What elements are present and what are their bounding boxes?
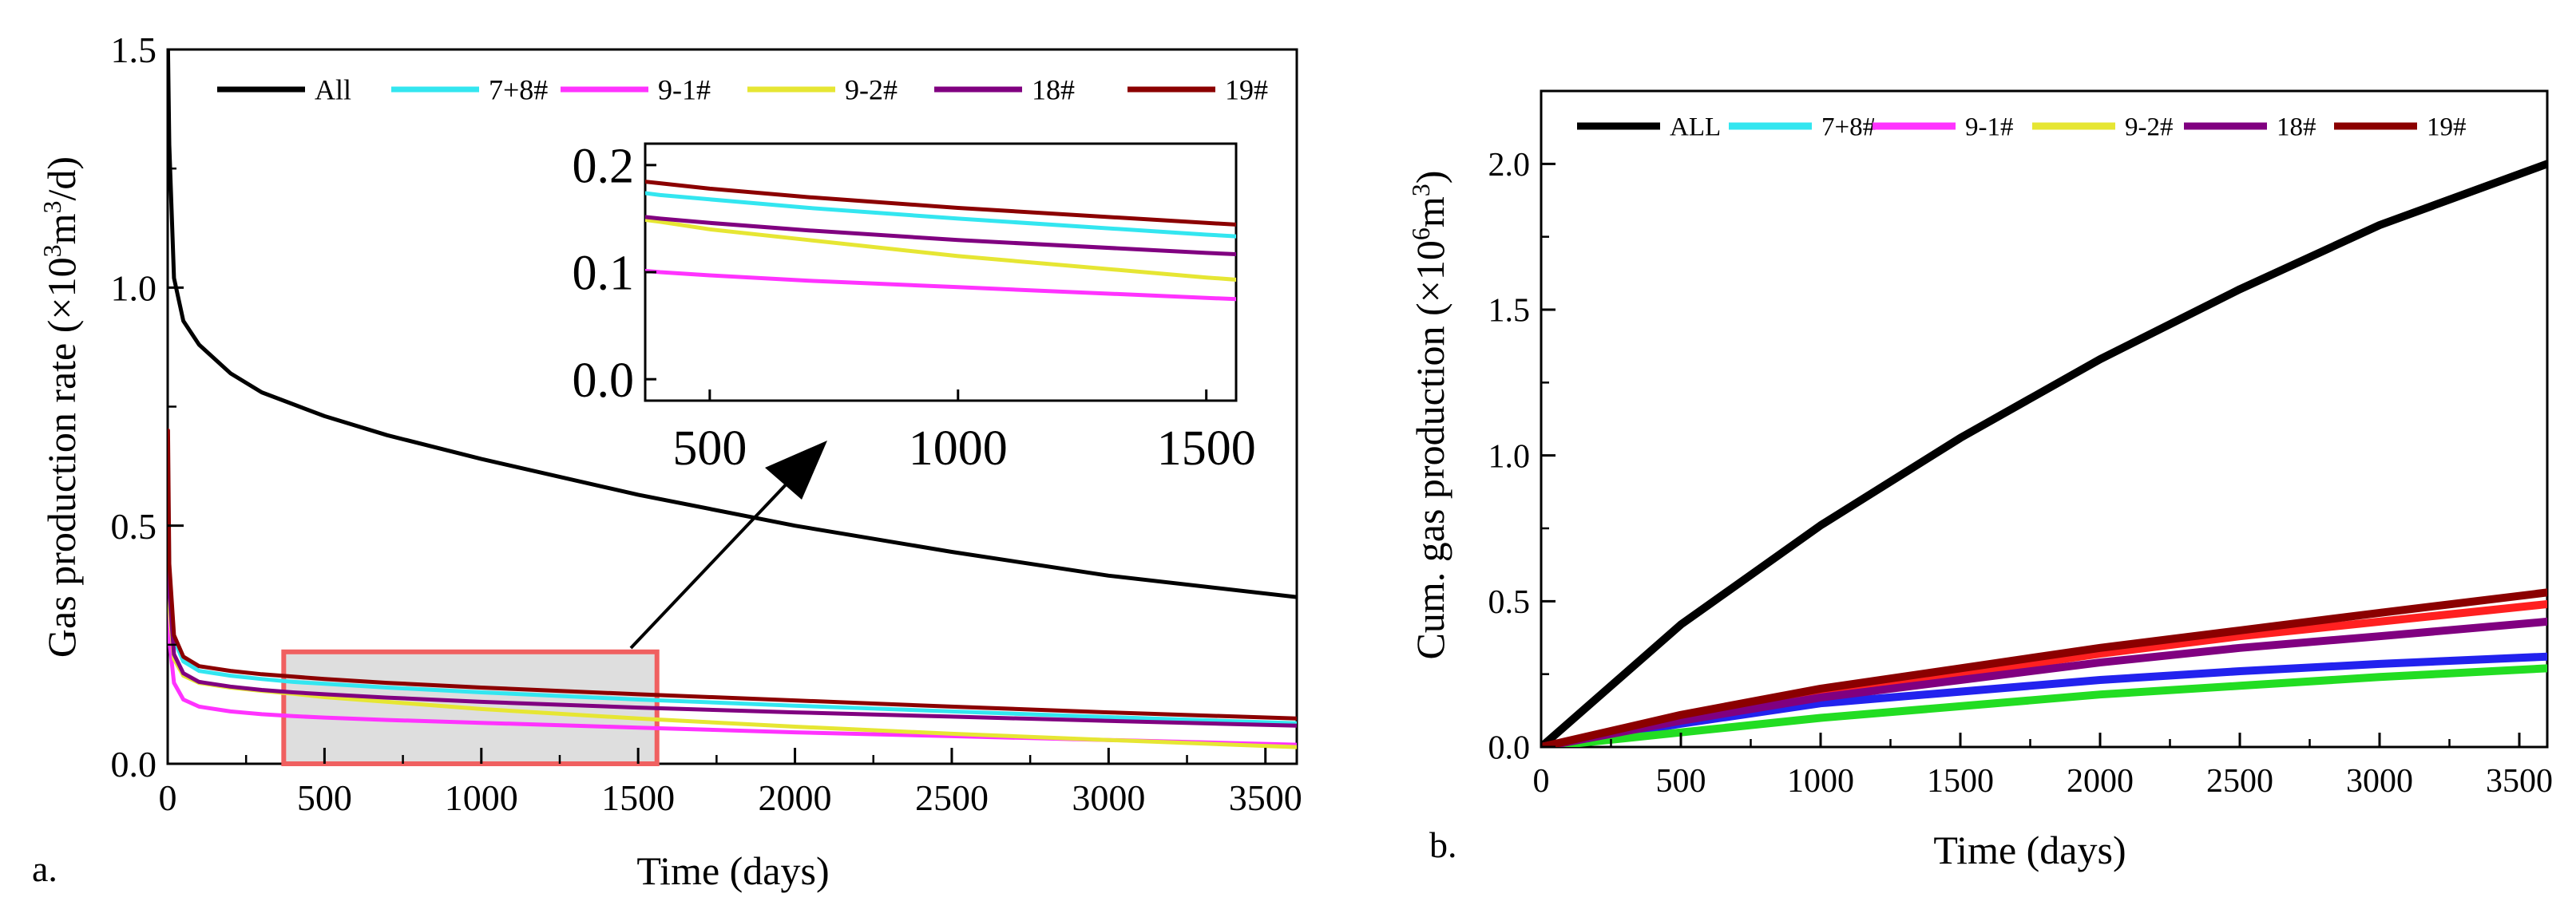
panel-a-series-18	[168, 476, 1297, 728]
panel-b-legend-label-19: 19#	[2427, 113, 2467, 142]
panel-b-series-18	[1541, 617, 2547, 747]
panel-a-series-9-1	[168, 571, 1297, 747]
panel-a-x-tick-label: 2000	[759, 777, 832, 818]
inset-x-tick-label: 500	[672, 421, 747, 476]
panel-a-legend-label-9-2: 9-2#	[845, 74, 898, 106]
inset-series-9-1	[645, 268, 1236, 302]
panel-b-x-ticks: 0 500 1000 1500 2000 2500 3000 3500	[1533, 733, 2553, 800]
panel-b-y-tick-label: 0.5	[1488, 584, 1531, 621]
panel-a-x-tick-label: 3000	[1072, 777, 1145, 818]
panel-a-series-lines	[168, 49, 1297, 749]
inset-y-tick-label: 0.2	[573, 140, 635, 194]
panel-a-legend-label-all: All	[315, 74, 351, 106]
panel-b-y-tick-label: 0.0	[1488, 730, 1531, 767]
panel-b-series-lines	[1541, 160, 2547, 747]
panel-b-legend-label-9-2: 9-2#	[2125, 113, 2174, 142]
panel-b-x-tick-label: 1500	[1927, 763, 1994, 800]
inset-x-ticks: 500 1000 1500	[672, 389, 1256, 476]
panel-b-x-tick-label: 1000	[1787, 763, 1854, 800]
panel-a-y-tick-label: 0.5	[111, 506, 157, 547]
inset-x-tick-label: 1000	[909, 421, 1008, 476]
panel-a-x-tick-label: 1500	[601, 777, 675, 818]
panel-a-y-axis-label: Gas production rate (×103m3/d)	[38, 156, 84, 658]
panel-a-x-tick-label: 3500	[1229, 777, 1302, 818]
panel-b-x-tick-label: 3500	[2486, 763, 2553, 800]
panel-a: 0 500 1000 1500 2000 2500 3000 3500 0.0 0.5 1.0 1.…	[32, 0, 2249, 893]
panel-a-inset: 500 1000 1500 0.0 0.1 0.2	[462, 0, 2249, 476]
panel-a-x-tick-label: 500	[297, 777, 352, 818]
panel-a-x-axis-label: Time (days)	[636, 848, 829, 893]
inset-x-tick-label: 1500	[1157, 421, 1256, 476]
inset-series-all	[462, 0, 2249, 5]
panel-a-y-ticks: 0.0 0.5 1.0 1.5	[111, 30, 184, 785]
panel-b-legend-label-18: 18#	[2277, 113, 2316, 142]
panel-b-series-all	[1541, 160, 2547, 747]
panel-a-legend-label-18: 18#	[1032, 74, 1075, 106]
panel-a-legend-label-9-1: 9-1#	[658, 74, 711, 106]
inset-series-18	[645, 215, 1236, 257]
panel-b-label: b.	[1429, 824, 1457, 865]
panel-b-y-tick-label: 1.5	[1488, 293, 1531, 330]
inset-y-tick-label: 0.1	[573, 247, 635, 301]
panel-b-x-axis-label: Time (days)	[1933, 828, 2126, 872]
panel-a-series-19	[168, 428, 1297, 721]
panel-b-y-tick-label: 2.0	[1488, 147, 1531, 184]
panel-b-legend-label-7-8: 7+8#	[1821, 113, 1876, 142]
panel-a-y-tick-label: 1.5	[111, 30, 157, 70]
panel-b-plot-frame	[1540, 89, 2549, 749]
panel-a-y-tick-label: 1.0	[111, 267, 157, 308]
panel-b-y-tick-label: 1.0	[1488, 438, 1531, 475]
inset-series-19	[645, 180, 1236, 227]
panel-b-x-tick-label: 2000	[2067, 763, 2134, 800]
panel-b-series-9-2	[1541, 664, 2547, 747]
inset-y-tick-label: 0.0	[573, 354, 635, 408]
panel-b-legend-label-9-1: 9-1#	[1965, 113, 2014, 142]
panel-b: 0 500 1000 1500 2000 2500 3000 3500 0.0 0.5 1.0 1.…	[1406, 89, 2553, 872]
panel-a-series-all	[168, 49, 1297, 599]
inset-series-lines	[462, 0, 2249, 302]
panel-b-x-tick-label: 500	[1656, 763, 1706, 800]
panel-b-legend: ALL 7+8# 9-1# 9-2# 18# 19#	[1577, 113, 2467, 142]
inset-arrow	[629, 461, 808, 650]
inset-arrow-head	[765, 441, 827, 500]
panel-b-legend-label-all: ALL	[1670, 113, 1721, 142]
panel-a-legend-label-7-8: 7+8#	[489, 74, 548, 106]
panel-b-x-tick-label: 3000	[2346, 763, 2413, 800]
panel-b-y-ticks: 0.0 0.5 1.0 1.5 2.0	[1488, 147, 1556, 767]
panel-b-series-19	[1541, 588, 2547, 747]
panel-a-x-ticks: 0 500 1000 1500 2000 2500 3000 3500	[159, 748, 1302, 818]
panel-a-label: a.	[32, 848, 57, 889]
panel-a-series-7-8	[168, 452, 1297, 725]
panel-a-x-tick-label: 2500	[915, 777, 989, 818]
inset-series-9-2	[645, 217, 1236, 282]
panel-a-legend-label-19: 19#	[1225, 74, 1268, 106]
panel-a-x-tick-label: 1000	[445, 777, 518, 818]
inset-series-7-8	[645, 191, 1236, 239]
inset-y-ticks: 0.0 0.1 0.2	[573, 140, 656, 408]
panel-a-y-tick-label: 0.0	[111, 744, 157, 785]
panel-a-x-tick-label: 0	[159, 777, 177, 818]
panel-b-x-tick-label: 2500	[2206, 763, 2273, 800]
panel-a-legend: All 7+8# 9-1# 9-2# 18# 19#	[217, 74, 1268, 106]
panel-b-y-axis-label: Cum. gas production (×106m3)	[1406, 171, 1452, 660]
panel-b-x-tick-label: 0	[1533, 763, 1550, 800]
